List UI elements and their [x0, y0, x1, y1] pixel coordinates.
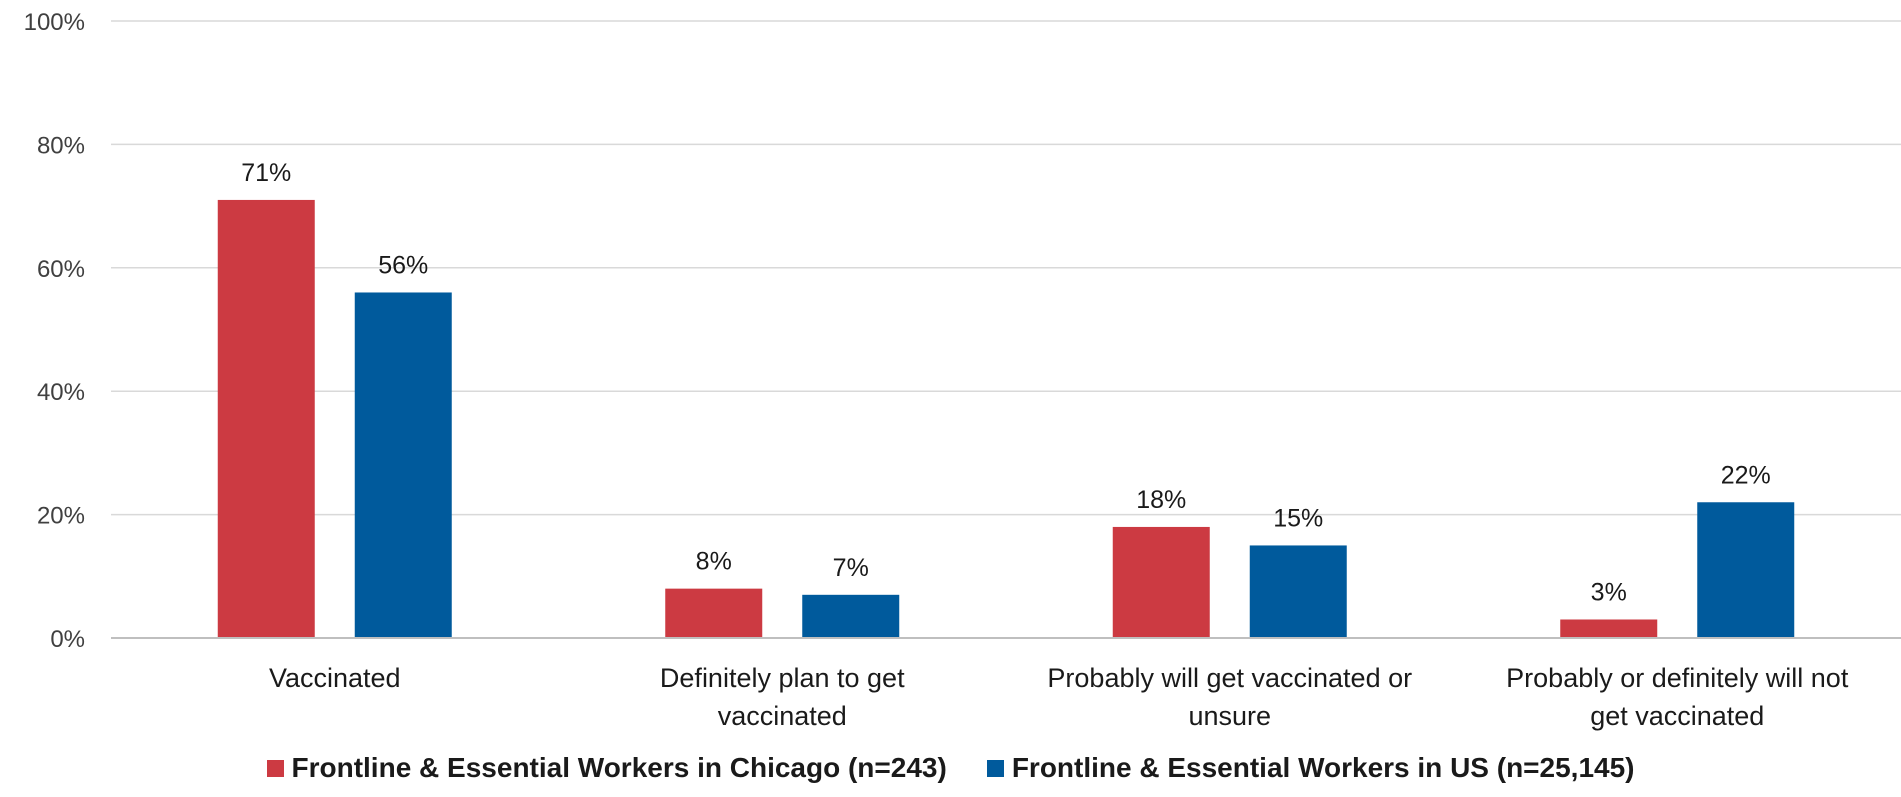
legend-label-chicago: Frontline & Essential Workers in Chicago…	[291, 752, 947, 783]
y-tick-label: 80%	[37, 132, 85, 159]
x-category-label: Vaccinated	[269, 663, 401, 693]
x-category-label: Probably will get vaccinated or	[1047, 663, 1412, 693]
x-category-label: unsure	[1188, 701, 1271, 731]
data-label: 3%	[1591, 578, 1627, 606]
legend-swatch-chicago	[266, 759, 284, 777]
x-category-label: get vaccinated	[1590, 701, 1764, 731]
legend: Frontline & Essential Workers in Chicago…	[0, 752, 1901, 784]
x-category-label: vaccinated	[718, 701, 847, 731]
data-label: 7%	[833, 554, 869, 582]
bar	[802, 594, 900, 638]
data-label: 15%	[1273, 504, 1323, 532]
bar	[1560, 619, 1658, 638]
bar	[217, 199, 315, 638]
y-tick-label: 20%	[37, 503, 85, 530]
x-category-label: Probably or definitely will not	[1506, 663, 1849, 693]
data-label: 56%	[378, 251, 428, 279]
y-tick-label: 40%	[37, 379, 85, 406]
bar	[354, 292, 452, 638]
x-category-label: Definitely plan to get	[660, 663, 905, 693]
data-label: 18%	[1136, 486, 1186, 514]
bar-chart: 0% 20% 40% 60% 80% 100% 71% 56% Vaccinated 8% 7% De…	[24, 9, 1901, 731]
y-tick-label: 100%	[24, 9, 85, 36]
data-label: 71%	[241, 159, 291, 187]
y-tick-label: 0%	[50, 626, 85, 653]
data-label: 22%	[1721, 461, 1771, 489]
legend-item-chicago: Frontline & Essential Workers in Chicago…	[266, 752, 947, 784]
legend-label-us: Frontline & Essential Workers in US (n=2…	[1011, 752, 1635, 783]
bar	[665, 588, 763, 638]
bar	[1249, 545, 1347, 638]
y-tick-label: 60%	[37, 256, 85, 283]
data-label: 8%	[696, 548, 732, 576]
bar	[1697, 502, 1795, 638]
legend-swatch-us	[986, 759, 1004, 777]
legend-item-us: Frontline & Essential Workers in US (n=2…	[986, 752, 1635, 784]
bar	[1112, 526, 1210, 638]
